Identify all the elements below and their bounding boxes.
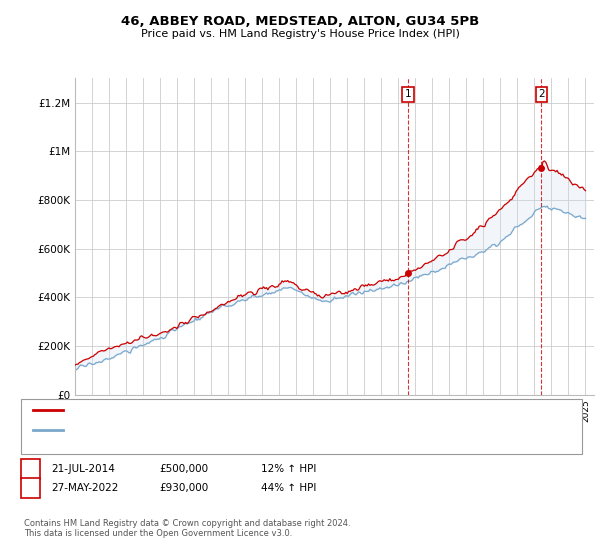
Text: 1: 1 — [404, 89, 411, 99]
Text: 2: 2 — [27, 483, 34, 493]
Text: £930,000: £930,000 — [159, 483, 208, 493]
Text: 1: 1 — [27, 464, 34, 474]
Text: HPI: Average price, detached house, East Hampshire: HPI: Average price, detached house, East… — [69, 425, 332, 435]
Text: £500,000: £500,000 — [159, 464, 208, 474]
Text: 44% ↑ HPI: 44% ↑ HPI — [261, 483, 316, 493]
Text: Price paid vs. HM Land Registry's House Price Index (HPI): Price paid vs. HM Land Registry's House … — [140, 29, 460, 39]
Text: 12% ↑ HPI: 12% ↑ HPI — [261, 464, 316, 474]
Text: 21-JUL-2014: 21-JUL-2014 — [51, 464, 115, 474]
Text: 46, ABBEY ROAD, MEDSTEAD, ALTON, GU34 5PB (detached house): 46, ABBEY ROAD, MEDSTEAD, ALTON, GU34 5P… — [69, 405, 401, 416]
Text: 46, ABBEY ROAD, MEDSTEAD, ALTON, GU34 5PB: 46, ABBEY ROAD, MEDSTEAD, ALTON, GU34 5P… — [121, 15, 479, 27]
Text: 2: 2 — [538, 89, 545, 99]
Text: 27-MAY-2022: 27-MAY-2022 — [51, 483, 118, 493]
Text: Contains HM Land Registry data © Crown copyright and database right 2024.
This d: Contains HM Land Registry data © Crown c… — [24, 519, 350, 538]
